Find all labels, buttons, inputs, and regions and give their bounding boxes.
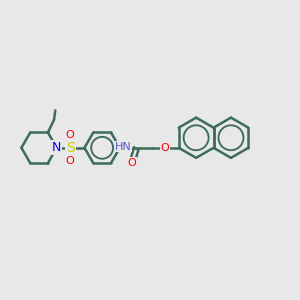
Text: O: O [65, 156, 74, 166]
Text: S: S [67, 141, 75, 155]
Text: O: O [65, 130, 74, 140]
Text: N: N [52, 141, 62, 154]
Text: O: O [128, 158, 136, 167]
Text: O: O [161, 143, 170, 153]
Text: HN: HN [115, 142, 131, 152]
